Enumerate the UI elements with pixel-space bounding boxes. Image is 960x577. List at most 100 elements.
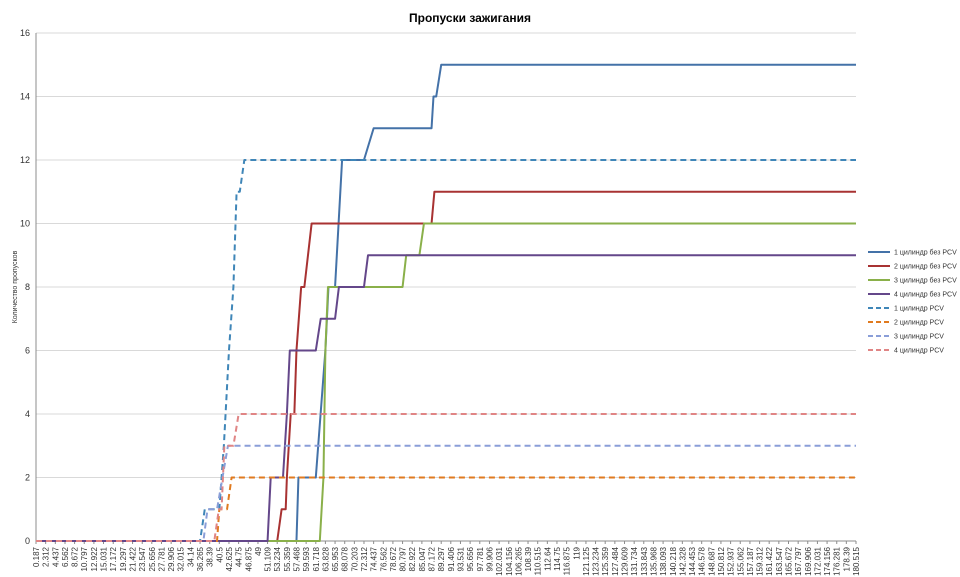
x-tick-label: 87.172 [428,546,437,571]
x-tick-label: 99.906 [485,546,494,571]
x-tick-labels: 0.187 2.312 4.437 6.562 8.672 10.797 12.922 15.… [32,541,861,576]
x-tick-label: 108.39 [524,546,533,571]
x-tick-label: 59.593 [302,546,311,571]
x-tick-label: 40.5 [215,546,224,562]
x-tick-label: 133.843 [640,546,649,575]
y-tick-label: 4 [25,409,30,419]
x-tick-label: 61.718 [312,546,321,571]
x-tick-label: 72.312 [360,546,369,571]
x-tick-label: 42.625 [225,546,234,571]
x-tick-label: 144.453 [688,546,697,575]
x-tick-label: 80.797 [399,546,408,571]
x-tick-label: 10.797 [80,546,89,571]
x-tick-label: 155.062 [736,546,745,575]
x-tick-label: 55.359 [283,546,292,571]
x-tick-label: 174.156 [823,546,832,575]
x-tick-label: 106.265 [514,546,523,575]
x-tick-label: 131.734 [630,546,639,575]
legend-label: 4 цилиндр PCV [894,348,944,355]
legend-label: 2 цилиндр PCV [894,320,944,327]
x-tick-label: 159.312 [756,546,765,575]
legend-label: 3 цилиндр без PCV [894,277,957,285]
x-tick-label: 93.531 [456,546,465,571]
legend-label: 2 цилиндр без PCV [894,263,957,271]
x-tick-label: 178.39 [842,546,851,571]
x-tick-label: 46.875 [244,546,253,571]
x-tick-label: 110.515 [534,546,543,575]
x-tick-label: 29.906 [167,546,176,571]
y-tick-label: 14 [20,92,30,102]
x-tick-label: 78.672 [389,546,398,571]
x-tick-label: 76.562 [379,546,388,571]
chart-title: Пропуски зажигания [409,11,531,25]
y-tick-label: 2 [25,473,30,483]
x-tick-label: 116.875 [563,546,572,575]
y-tick-label: 6 [25,346,30,356]
x-tick-label: 142.328 [678,546,687,575]
x-tick-label: 0.187 [32,546,41,567]
y-tick-label: 8 [25,282,30,292]
x-tick-label: 163.547 [775,546,784,575]
y-tick-label: 16 [20,28,30,38]
x-tick-label: 70.203 [350,546,359,571]
x-tick-label: 180.515 [852,546,861,575]
legend-label: 4 цилиндр без PCV [894,291,957,299]
x-tick-label: 2.312 [42,546,51,567]
x-tick-label: 91.406 [447,546,456,571]
x-tick-label: 49 [254,546,263,555]
x-tick-label: 152.937 [727,546,736,575]
x-tick-label: 112.64 [543,546,552,570]
x-tick-label: 53.234 [273,546,282,571]
x-tick-label: 121.125 [582,546,591,575]
y-tick-label: 10 [20,219,30,229]
y-tick-labels: 0 2 4 6 8 10 12 14 16 [20,28,30,546]
x-tick-label: 114.75 [553,546,562,570]
x-tick-label: 150.812 [717,546,726,575]
legend-label: 3 цилиндр PCV [894,334,944,341]
y-axis-title: Количество пропусков [12,250,19,323]
x-tick-label: 89.297 [437,546,446,571]
x-tick-label: 65.953 [331,546,340,571]
legend-label: 1 цилиндр без PCV [894,249,957,257]
x-tick-label: 104.156 [505,546,514,575]
x-tick-label: 119 [572,546,581,559]
x-tick-label: 82.922 [408,546,417,571]
x-tick-label: 161.422 [765,546,774,575]
x-tick-label: 12.922 [90,546,99,571]
x-tick-label: 63.828 [321,546,330,571]
x-tick-label: 138.093 [659,546,668,575]
x-tick-label: 44.75 [235,546,244,567]
x-tick-label: 97.781 [476,546,485,571]
x-tick-label: 85.047 [418,546,427,571]
x-tick-label: 125.359 [601,546,610,575]
x-tick-label: 167.797 [794,546,803,575]
x-tick-label: 169.906 [804,546,813,575]
x-tick-label: 27.781 [157,546,166,571]
x-tick-label: 32.015 [177,546,186,571]
x-tick-label: 146.578 [698,546,707,575]
series-line-8 [36,413,856,542]
x-tick-label: 135.968 [649,546,658,575]
series-lines [36,63,856,542]
x-tick-label: 23.547 [138,546,147,571]
legend-label: 1 цилиндр PCV [894,306,944,313]
x-tick-label: 157.187 [746,546,755,575]
x-tick-label: 15.031 [99,546,108,571]
x-tick-label: 127.484 [611,546,620,575]
x-tick-label: 34.14 [186,546,195,567]
x-tick-label: 172.031 [813,546,822,575]
y-tick-label: 0 [25,536,30,546]
x-tick-label: 140.218 [669,546,678,575]
x-tick-label: 102.031 [495,546,504,575]
x-tick-label: 17.172 [109,546,118,571]
x-tick-label: 21.422 [129,546,138,571]
x-tick-label: 36.265 [196,546,205,571]
x-tick-label: 123.234 [592,546,601,575]
x-tick-label: 4.437 [51,546,60,567]
x-tick-label: 6.562 [61,546,70,567]
x-tick-label: 129.609 [621,546,630,575]
legend: 1 цилиндр без PCV 2 цилиндр без PCV 3 цили… [868,249,957,355]
